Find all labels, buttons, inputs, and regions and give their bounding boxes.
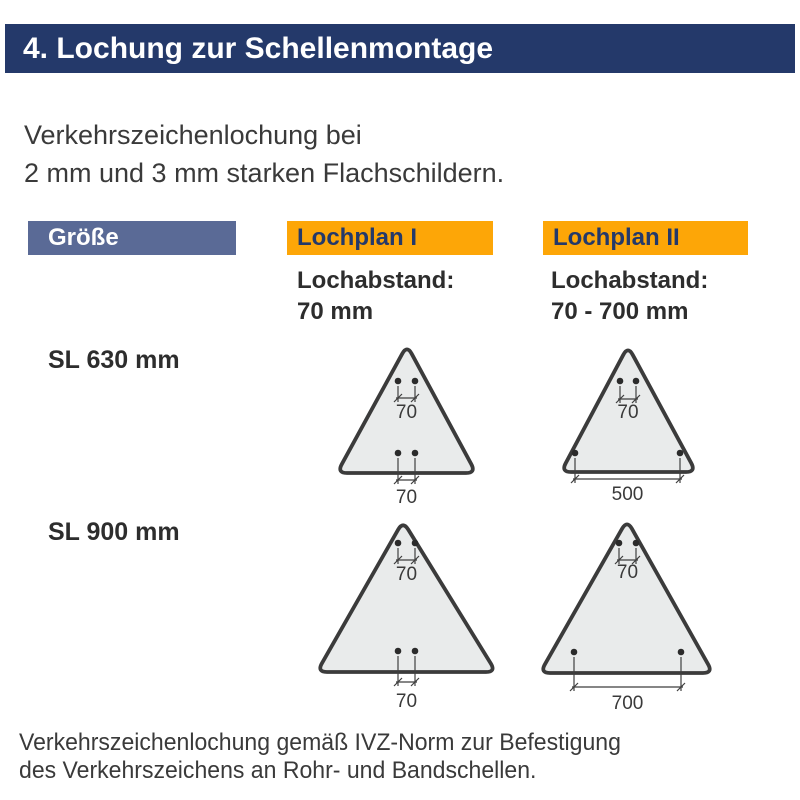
dimension-annotation xyxy=(614,548,641,565)
mounting-hole xyxy=(677,648,685,656)
mounting-hole xyxy=(632,377,640,385)
mounting-hole xyxy=(394,539,402,547)
mounting-hole xyxy=(570,648,578,656)
diagram-sl900-lochplan-ii: 70 700 xyxy=(541,522,712,714)
dimension-label: 500 xyxy=(612,484,644,505)
mounting-hole xyxy=(616,377,624,385)
dimension-annotation xyxy=(393,386,420,403)
mounting-hole xyxy=(411,647,419,655)
footer-line-2: des Verkehrszeichens an Rohr- und Bandsc… xyxy=(19,756,537,784)
intro-line-2: 2 mm und 3 mm starken Flachschildern. xyxy=(24,158,505,188)
column-header-groesse-label: Größe xyxy=(48,224,119,251)
mounting-hole xyxy=(615,539,623,547)
dimension-annotation xyxy=(393,656,420,687)
mounting-hole xyxy=(411,377,419,385)
column-header-lochplan-2-label: Lochplan II xyxy=(553,224,680,251)
dimension-label: 70 xyxy=(396,564,417,585)
dimension-label: 70 xyxy=(396,402,417,423)
dimension-annotation xyxy=(570,458,685,484)
mounting-hole xyxy=(632,539,640,547)
dimension-annotation xyxy=(393,458,420,485)
diagram-sl630-lochplan-ii: 70 500 xyxy=(562,348,695,505)
lochplan-1-subheader: Lochabstand: 70 mm xyxy=(297,265,454,327)
diagram-sl900-lochplan-i: 70 70 xyxy=(318,523,495,712)
intro-text: Verkehrszeichenlochung bei 2 mm und 3 mm… xyxy=(24,116,504,192)
row-label-sl-900: SL 900 mm xyxy=(48,518,180,546)
mounting-hole xyxy=(394,647,402,655)
dimension-label: 700 xyxy=(612,693,644,714)
footer-line-1: Verkehrszeichenlochung gemäß IVZ-Norm zu… xyxy=(19,729,621,756)
page-title: 4. Lochung zur Schellenmontage xyxy=(23,32,494,65)
dimension-label: 70 xyxy=(617,562,638,583)
mounting-hole xyxy=(394,449,402,457)
triangle-sign-outline xyxy=(338,347,475,475)
section-header-bar: 4. Lochung zur Schellenmontage xyxy=(5,24,795,73)
column-header-groesse: Größe xyxy=(28,221,236,255)
footer-text: Verkehrszeichenlochung gemäß IVZ-Norm zu… xyxy=(19,729,621,784)
dimension-annotation xyxy=(393,548,420,565)
lochplan-2-subheader: Lochabstand: 70 - 700 mm xyxy=(551,265,708,327)
dimension-label: 70 xyxy=(617,402,638,423)
triangle-sign-outline xyxy=(318,523,495,674)
row-label-sl-630: SL 630 mm xyxy=(48,346,180,374)
lochplan-2-subheader-line-1: Lochabstand: xyxy=(551,267,709,294)
dimension-label: 70 xyxy=(396,487,417,508)
mounting-hole xyxy=(411,539,419,547)
dimension-annotation xyxy=(569,657,686,692)
dimension-label: 70 xyxy=(396,691,417,712)
triangle-sign-outline xyxy=(541,522,712,675)
intro-line-1: Verkehrszeichenlochung bei xyxy=(24,120,362,150)
mounting-hole xyxy=(571,449,579,457)
lochplan-2-subheader-line-2: 70 - 700 mm xyxy=(551,298,689,325)
column-header-lochplan-1-label: Lochplan I xyxy=(297,224,417,251)
dimension-annotation xyxy=(615,386,641,404)
column-header-lochplan-1: Lochplan I xyxy=(287,221,493,255)
lochplan-1-subheader-line-2: 70 mm xyxy=(297,298,374,325)
mounting-hole xyxy=(394,377,402,385)
column-header-lochplan-2: Lochplan II xyxy=(543,221,748,255)
mounting-hole xyxy=(411,449,419,457)
lochplan-1-subheader-line-1: Lochabstand: xyxy=(297,267,455,294)
triangle-sign-outline xyxy=(562,348,695,474)
mounting-hole xyxy=(676,449,684,457)
diagram-sl630-lochplan-i: 70 70 xyxy=(338,347,475,508)
